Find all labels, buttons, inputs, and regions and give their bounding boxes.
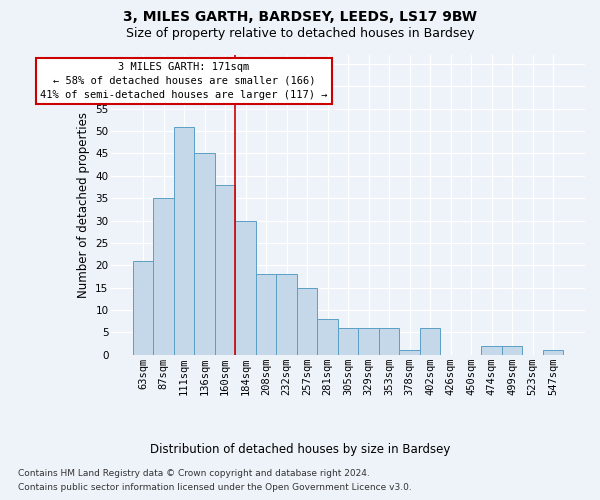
Text: Contains HM Land Registry data © Crown copyright and database right 2024.: Contains HM Land Registry data © Crown c… xyxy=(18,468,370,477)
Bar xyxy=(317,319,338,354)
Bar xyxy=(256,274,277,354)
Y-axis label: Number of detached properties: Number of detached properties xyxy=(77,112,90,298)
Bar xyxy=(133,261,154,354)
Bar xyxy=(338,328,358,354)
Bar xyxy=(154,198,174,354)
Bar xyxy=(277,274,297,354)
Text: 3, MILES GARTH, BARDSEY, LEEDS, LS17 9BW: 3, MILES GARTH, BARDSEY, LEEDS, LS17 9BW xyxy=(123,10,477,24)
Bar xyxy=(215,184,235,354)
Bar xyxy=(297,288,317,354)
Text: Contains public sector information licensed under the Open Government Licence v3: Contains public sector information licen… xyxy=(18,484,412,492)
Bar xyxy=(420,328,440,354)
Bar xyxy=(379,328,400,354)
Text: 3 MILES GARTH: 171sqm
← 58% of detached houses are smaller (166)
41% of semi-det: 3 MILES GARTH: 171sqm ← 58% of detached … xyxy=(40,62,328,100)
Bar xyxy=(400,350,420,354)
Text: Size of property relative to detached houses in Bardsey: Size of property relative to detached ho… xyxy=(126,28,474,40)
Bar xyxy=(481,346,502,354)
Bar xyxy=(235,220,256,354)
Bar xyxy=(502,346,523,354)
Text: Distribution of detached houses by size in Bardsey: Distribution of detached houses by size … xyxy=(150,442,450,456)
Bar xyxy=(543,350,563,354)
Bar xyxy=(194,154,215,354)
Bar xyxy=(358,328,379,354)
Bar xyxy=(174,126,194,354)
